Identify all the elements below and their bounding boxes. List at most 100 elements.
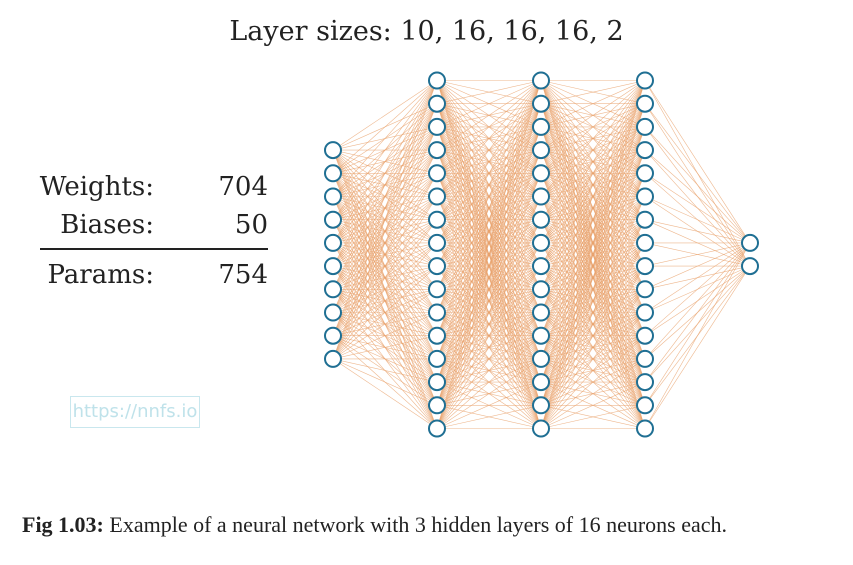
neuron-layer3-12	[532, 326, 550, 345]
connection-line	[540, 358, 646, 429]
connection-line	[436, 219, 542, 429]
neuron-layer5-1	[741, 233, 759, 252]
connection-line	[436, 80, 542, 429]
connection-line	[436, 242, 542, 429]
connection-line	[332, 80, 438, 244]
neuron-layer5-2	[741, 257, 759, 276]
connection-line	[644, 219, 751, 244]
connection-line	[332, 80, 438, 313]
connection-line	[436, 80, 542, 174]
neuron-layer1-9	[324, 326, 342, 345]
connection-line	[436, 80, 542, 406]
neuron-layer1-3	[324, 187, 342, 206]
biases-label: Biases:	[60, 210, 154, 240]
connection-line	[436, 405, 542, 429]
neuron-layer1-4	[324, 210, 342, 229]
connection-line	[540, 196, 646, 429]
connection-line	[644, 242, 751, 290]
neuron-layer4-8	[636, 233, 654, 252]
connection-line	[332, 219, 438, 360]
connection-line	[332, 80, 438, 174]
neuron-layer4-5	[636, 164, 654, 183]
neuron-layer2-6	[428, 187, 446, 206]
connection-line	[436, 80, 542, 104]
connection-line	[436, 80, 542, 290]
connection-line	[540, 80, 646, 313]
neuron-layer2-9	[428, 257, 446, 276]
neuron-layer4-16	[636, 419, 654, 438]
connection-line	[436, 80, 542, 313]
connection-line	[644, 126, 751, 244]
connection-line	[540, 242, 646, 429]
weights-row: Weights: 704	[40, 168, 272, 206]
connection-line	[436, 289, 542, 429]
neuron-layer2-13	[428, 349, 446, 368]
connection-line	[540, 80, 646, 104]
connection-line	[540, 80, 646, 429]
connection-line	[540, 289, 646, 429]
connection-line	[644, 242, 751, 383]
connection-line	[540, 80, 646, 220]
neuron-layer2-15	[428, 396, 446, 415]
connection-line	[540, 312, 646, 429]
connection-line	[436, 265, 542, 429]
neuron-layer4-10	[636, 280, 654, 299]
connection-line	[540, 80, 646, 128]
connection-line	[436, 149, 542, 429]
neuron-layer2-7	[428, 210, 446, 229]
connection-line	[540, 80, 646, 174]
neuron-layer2-14	[428, 373, 446, 392]
connection-line	[540, 80, 646, 290]
neuron-layer4-2	[636, 94, 654, 113]
neuron-layer4-4	[636, 141, 654, 160]
figure-caption: Fig 1.03: Example of a neural network wi…	[22, 512, 842, 538]
connection-line	[332, 80, 438, 220]
summary-divider	[40, 248, 268, 250]
connection-line	[332, 242, 438, 360]
neuron-layer4-11	[636, 303, 654, 322]
connection-line	[436, 173, 542, 429]
connection-line	[436, 80, 542, 197]
connection-line	[644, 265, 751, 429]
connection-line	[332, 149, 438, 360]
connection-line	[644, 173, 751, 244]
biases-row: Biases: 50	[40, 206, 272, 244]
neuron-layer1-5	[324, 233, 342, 252]
neuron-layer3-16	[532, 419, 550, 438]
connection-line	[332, 80, 438, 360]
connection-line	[540, 80, 646, 360]
connection-line	[540, 173, 646, 429]
neuron-layer4-15	[636, 396, 654, 415]
parameter-summary: Weights: 704 Biases: 50 Params: 754	[40, 168, 272, 294]
connection-line	[436, 358, 542, 429]
connection-line	[540, 80, 646, 151]
watermark-link[interactable]: https://nnfs.io	[70, 396, 200, 428]
connection-line	[332, 80, 438, 336]
neuron-layer4-14	[636, 373, 654, 392]
connection-line	[436, 312, 542, 429]
neuron-layer2-2	[428, 94, 446, 113]
neuron-layer1-10	[324, 349, 342, 368]
connection-line	[332, 173, 438, 360]
connection-line	[540, 149, 646, 429]
neuron-layer3-10	[532, 280, 550, 299]
connection-line	[332, 358, 438, 429]
connection-line	[540, 80, 646, 383]
connection-line	[644, 196, 751, 244]
connection-lines	[332, 80, 751, 429]
connection-line	[540, 265, 646, 429]
connection-line	[332, 196, 438, 360]
neuron-nodes	[324, 71, 759, 438]
connection-line	[436, 381, 542, 429]
connection-line	[436, 80, 542, 151]
connection-line	[540, 335, 646, 429]
connection-line	[332, 80, 438, 290]
connection-line	[644, 242, 751, 429]
connection-line	[436, 80, 542, 267]
connection-line	[332, 265, 438, 360]
neuron-layer3-2	[532, 94, 550, 113]
neuron-layer3-1	[532, 71, 550, 90]
connection-line	[332, 80, 438, 197]
connection-line	[644, 103, 751, 244]
